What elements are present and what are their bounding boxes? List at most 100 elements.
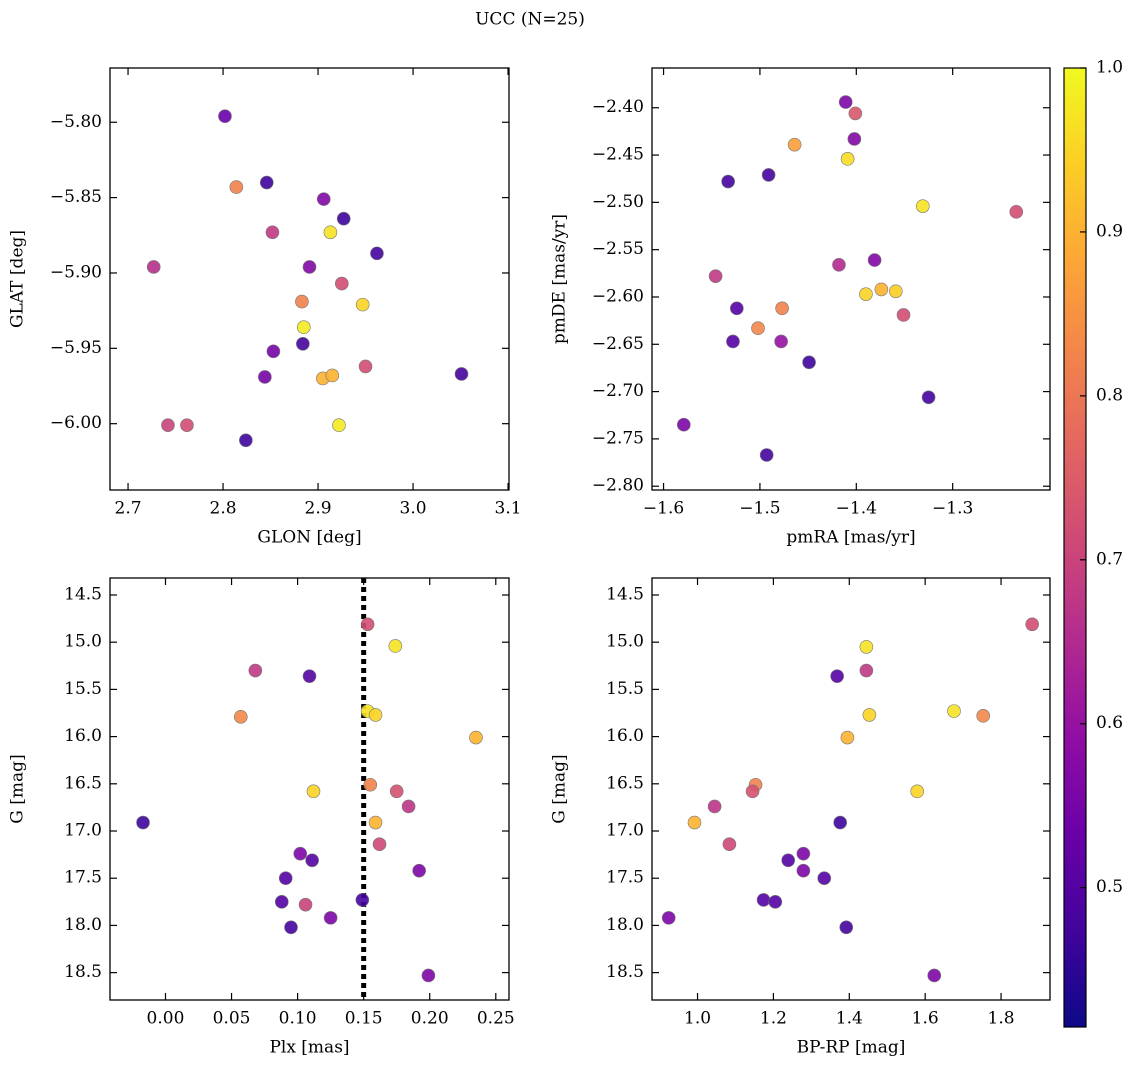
axes-frame [651,577,1051,1001]
data-point [817,871,832,886]
x-tick-label: 0.25 [477,1009,515,1029]
y-tick-label: 16.5 [606,773,644,793]
y-tick-label: −2.75 [592,428,644,448]
x-tick-label: −1.6 [643,499,684,519]
axes-frame [109,577,510,1001]
data-point [239,433,253,448]
data-point [258,370,272,384]
data-point [859,287,873,301]
data-point [802,355,816,370]
x-axis-label: pmRA [mas/yr] [786,528,915,548]
data-point [859,640,874,654]
data-point [266,344,281,359]
y-tick-label: −5.80 [50,112,102,132]
y-tick-label: −2.50 [592,192,644,212]
data-point [745,784,760,799]
x-axis-label: Plx [mas] [269,1038,349,1058]
data-point [401,799,416,814]
x-axis-label: BP-RP [mag] [797,1038,906,1058]
data-point [293,846,308,861]
y-tick-label: −2.40 [592,97,644,117]
figure-title: UCC (N=25) [475,10,585,30]
data-point [389,784,404,799]
y-tick-label: −5.90 [50,262,102,282]
x-tick-label: 0.20 [411,1009,449,1029]
y-tick-label: 18.5 [64,962,102,982]
data-point [372,837,387,852]
x-tick-label: −1.4 [836,499,877,519]
data-point [848,106,863,121]
data-point [296,320,311,335]
data-point [775,301,789,316]
y-tick-label: 15.0 [606,632,644,652]
y-axis-label: GLAT [deg] [8,230,28,328]
x-tick-label: 1.0 [684,1009,711,1029]
y-axis-label: pmDE [mas/yr] [550,214,570,344]
x-tick-label: −1.5 [739,499,780,519]
data-point [921,390,936,405]
y-tick-label: 17.5 [64,868,102,888]
data-point [838,95,853,109]
y-tick-label: −2.70 [592,381,644,401]
data-point [278,871,293,886]
data-point [889,284,903,299]
data-point [368,815,383,830]
x-tick-label: 0.15 [345,1009,383,1029]
x-tick-label: 3.1 [495,499,522,519]
colorbar-tick-label: 0.5 [1096,877,1123,897]
data-point [947,704,961,718]
data-point [976,709,991,723]
data-point [370,246,384,261]
colorbar [1063,67,1087,1028]
y-tick-label: 14.5 [64,584,102,604]
data-point [730,301,744,316]
data-point [1009,205,1024,219]
data-point [840,730,855,745]
y-axis-label: G [mag] [8,754,28,823]
data-point [316,192,331,206]
colorbar-tick-label: 0.8 [1096,385,1123,405]
data-point [661,911,676,925]
data-point [751,321,765,336]
data-point [295,294,309,309]
data-point [839,920,854,935]
x-axis-label: GLON [deg] [257,528,361,548]
data-point [421,968,436,983]
data-point [454,367,469,381]
data-point [847,132,862,146]
data-point [229,180,244,194]
y-axis-label: G [mag] [550,754,570,823]
data-point [726,334,740,349]
x-tick-label: 1.4 [836,1009,863,1029]
data-point [306,784,321,799]
data-point [360,617,375,632]
y-tick-label: −2.45 [592,145,644,165]
data-point [469,730,483,745]
data-point [355,893,370,907]
data-point [325,368,340,383]
x-tick-label: 1.2 [760,1009,787,1029]
colorbar-tick-label: 0.9 [1096,221,1123,241]
axes-frame [651,67,1051,491]
data-point [896,308,911,322]
data-point [787,137,802,152]
x-tick-label: 1.8 [988,1009,1015,1029]
data-point [218,109,232,124]
colorbar-tick-label: 0.7 [1096,549,1123,569]
colorbar-tick-label: 0.6 [1096,713,1123,733]
data-point [722,837,737,852]
data-point [833,815,847,830]
data-point [368,708,383,722]
data-point [355,297,370,312]
y-tick-label: 17.0 [64,821,102,841]
y-tick-label: 17.0 [606,821,644,841]
y-tick-label: −6.00 [50,413,102,433]
data-point [265,225,280,240]
y-tick-label: 14.5 [606,584,644,604]
x-tick-label: 2.7 [115,499,142,519]
data-point [756,893,771,907]
data-point [796,846,811,861]
y-tick-label: −2.80 [592,476,644,496]
axes-frame [109,67,510,491]
data-point [910,784,925,799]
